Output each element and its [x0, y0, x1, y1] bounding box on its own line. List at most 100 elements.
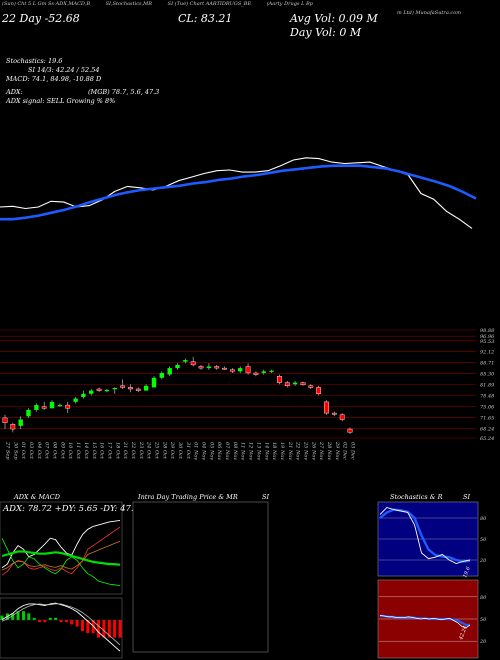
macd-hist-bar [97, 620, 100, 638]
x-label: 12 Nov [248, 442, 254, 460]
x-label: 29 Oct [169, 441, 175, 460]
macd-hist-bar [118, 620, 122, 638]
candle-body [253, 372, 259, 375]
macd-line [1, 602, 121, 652]
rsi-line [379, 614, 471, 629]
avg-vol: Avg Vol: 0.09 M [290, 12, 378, 25]
di-avg-line [1, 540, 121, 571]
si-readout: SI 14/3: 42.24 / 52.54 [28, 66, 100, 74]
intra-si-label: SI [262, 493, 270, 501]
x-label: 01 Nov [193, 442, 199, 460]
macd-hist-bar [11, 613, 15, 620]
candle-body [222, 367, 227, 370]
y-tick-label: 78.48 [480, 394, 494, 400]
x-label: 21 Nov [287, 441, 293, 460]
x-label: 01 Oct [20, 442, 26, 460]
header-top-labels: (Sun) Cht 5 L Gm Ss ADX,MACD,B SI,Stocha… [2, 1, 498, 7]
x-label: 18 Nov [271, 442, 277, 460]
header-label-6: (Aarty Drugs L Bp [266, 1, 313, 7]
stoch-level-label: 50 [480, 537, 487, 543]
x-label: 08 Oct [52, 442, 58, 460]
adx-label: ADX: [6, 88, 23, 96]
y-tick-label: 98.88 [480, 328, 494, 334]
x-labels: 27 Sep 30 Sep 01 Oct 03 Oct 04 Oct 07 Oct 08 O… [5, 441, 356, 460]
rsi-level-label: 20 [479, 639, 487, 645]
plus-di-line [1, 538, 121, 586]
candle-body [41, 406, 47, 409]
x-label: 25 Nov [303, 441, 309, 460]
x-label: 30 Oct [177, 442, 183, 460]
macd-hist-bar [0, 615, 4, 620]
candle-body [284, 382, 290, 387]
macd-hist-bar [54, 617, 58, 620]
day-vol: Day Vol: 0 M [290, 26, 362, 39]
macd-hist-bar [43, 620, 47, 623]
x-label: 28 Nov [326, 441, 332, 460]
candle-body [269, 370, 274, 372]
header-label-2: SI,Stochastics,MR [105, 1, 153, 7]
x-label: 28 Oct [161, 441, 167, 460]
candle-body [18, 419, 23, 426]
candle-body [292, 382, 298, 385]
candle-body [112, 388, 117, 390]
x-label: 09 Oct [59, 442, 65, 460]
macd-hist-bar [27, 613, 31, 620]
header-label-4: Chart [189, 1, 205, 7]
x-label: 04 Oct [36, 442, 42, 460]
macd-hist-bar [91, 620, 95, 634]
x-label: 05 Nov [208, 442, 214, 460]
x-label: 25 Oct [154, 441, 160, 460]
candle-body [183, 360, 188, 362]
x-label: 24 Oct [146, 441, 152, 460]
stoch-panel-title: Stochastics & R [390, 493, 443, 501]
x-label: 06 Nov [216, 442, 222, 460]
y-tick-label: 96.96 [480, 334, 495, 340]
watermark: m Ltd) MunafaSutra.com [397, 10, 461, 16]
x-label: 04 Nov [201, 442, 207, 460]
adx-panel-title: ADX & MACD [14, 493, 60, 501]
macd-hist-bar [32, 617, 36, 620]
macd-hist-bar [48, 617, 52, 620]
candle-body [190, 361, 196, 366]
rsi-level-label: 80 [480, 595, 487, 601]
candle-body [81, 393, 86, 397]
x-label: 08 Nov [232, 442, 238, 460]
candle-body [143, 385, 149, 391]
candle-body [175, 364, 180, 369]
macd-panel-frame [0, 597, 123, 659]
candle-body [34, 405, 39, 410]
y-tick-label: 65.24 [480, 436, 494, 442]
x-label: 17 Oct [106, 442, 112, 460]
candle-body [57, 405, 63, 407]
candle-body [10, 424, 16, 430]
x-label: 02 Dec [342, 442, 348, 460]
macd-hist-bar [70, 620, 74, 625]
x-label: 03 Dec [350, 442, 356, 460]
macd-hist-bar [38, 620, 41, 623]
candle-body [135, 388, 141, 391]
candle-body [277, 376, 282, 383]
rsi-level-label: 50 [480, 617, 487, 623]
candle-body [151, 377, 157, 388]
candle-body [198, 366, 204, 369]
intra-panel-frame [132, 501, 269, 653]
x-label: 10 Oct [67, 442, 73, 460]
x-label: 07 Nov [224, 442, 230, 460]
stoch-lines: 80 50 20 19.6 [379, 506, 487, 579]
candle-body [214, 366, 220, 369]
ema-line [0, 164, 477, 221]
y-tick-label: 71.65 [480, 415, 494, 421]
price-grid [0, 329, 476, 439]
x-label: 27 Sep [5, 441, 11, 460]
adx-readout: ADX: 78.72 +DY: 5.65 -DY: 47.46 [2, 504, 145, 514]
candle-body [128, 387, 133, 390]
macd-hist-bar [81, 620, 84, 631]
macd-hist-bar [113, 620, 117, 638]
stoch-si-label: SI [463, 493, 471, 501]
macd-lines [0, 602, 122, 652]
macd-signal-line [1, 603, 121, 646]
rsi-current: 42.24 [458, 625, 469, 641]
x-label: 15 Oct [91, 442, 97, 460]
